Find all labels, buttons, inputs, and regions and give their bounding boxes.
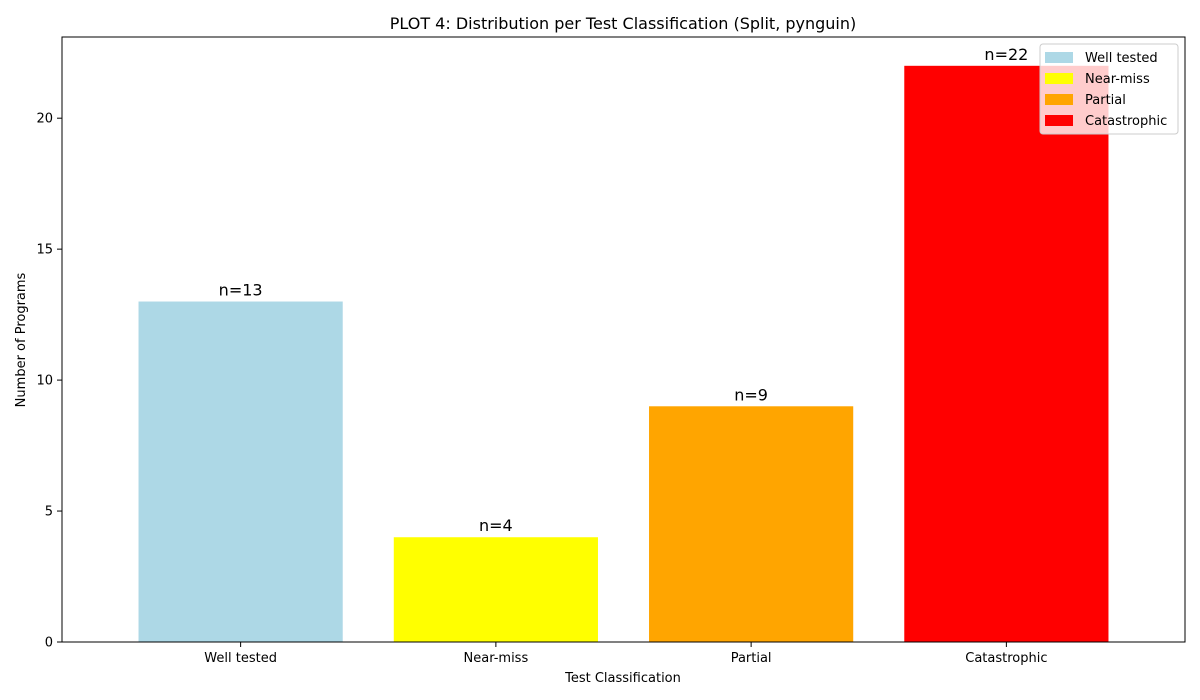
legend: Well tested Near-miss Partial Catastrophic [1039, 43, 1179, 135]
legend-swatch [1045, 94, 1073, 105]
x-tick-label: Well tested [204, 651, 277, 666]
x-axis: Well tested Near-miss Partial Catastrophic [204, 642, 1048, 666]
x-tick-label: Near-miss [464, 651, 529, 666]
x-tick-label: Partial [731, 651, 772, 666]
data-labels-group: n=13 n=4 n=9 n=22 [219, 45, 1029, 535]
bar-near-miss [393, 537, 598, 642]
y-tick-label: 5 [45, 505, 53, 520]
data-label: n=22 [984, 45, 1028, 64]
legend-entry: Partial [1085, 93, 1126, 108]
bar-well-tested [138, 301, 343, 642]
x-tick-label: Catastrophic [965, 651, 1047, 666]
chart-title: PLOT 4: Distribution per Test Classifica… [390, 14, 857, 33]
legend-entry: Catastrophic [1085, 114, 1167, 129]
y-tick-label: 0 [45, 636, 53, 651]
y-tick-label: 15 [36, 243, 53, 258]
legend-swatch [1045, 73, 1073, 84]
data-label: n=9 [734, 385, 768, 404]
y-tick-label: 20 [36, 112, 53, 127]
legend-swatch [1045, 52, 1073, 63]
legend-box [1039, 43, 1179, 135]
y-tick-label: 10 [36, 374, 53, 389]
plot-frame [61, 36, 1186, 643]
bars-group [138, 65, 1109, 643]
y-axis: 0 5 10 15 20 [36, 112, 62, 651]
x-axis-label: Test Classification [564, 671, 681, 686]
y-axis-label: Number of Programs [14, 272, 29, 407]
data-label: n=4 [479, 516, 513, 535]
data-label: n=13 [219, 281, 263, 300]
legend-swatch [1045, 115, 1073, 126]
legend-entry: Near-miss [1085, 72, 1150, 87]
legend-entry: Well tested [1085, 51, 1158, 66]
bar-catastrophic [904, 65, 1109, 643]
bar-partial [649, 406, 854, 642]
